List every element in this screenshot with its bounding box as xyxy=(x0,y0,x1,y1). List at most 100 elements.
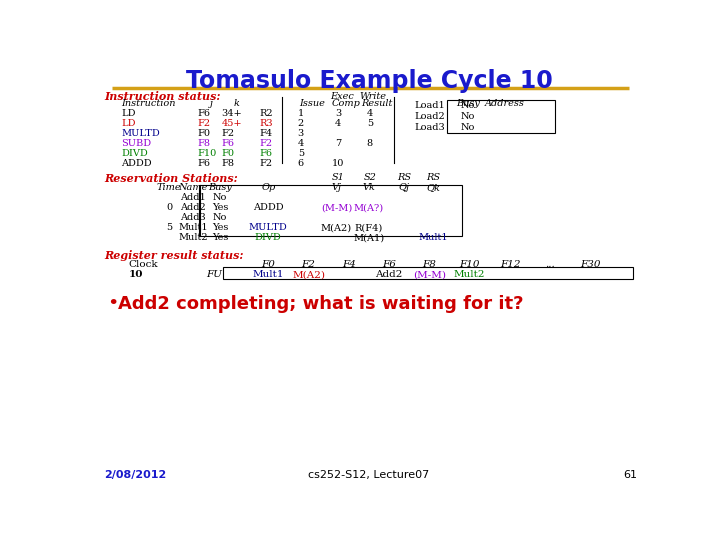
Text: MULTD: MULTD xyxy=(249,224,287,232)
Text: (M-M): (M-M) xyxy=(321,204,352,212)
Text: F2: F2 xyxy=(302,260,315,268)
Text: F8: F8 xyxy=(423,260,436,268)
Text: M(A?): M(A?) xyxy=(354,204,384,212)
Text: Mult1: Mult1 xyxy=(253,271,284,279)
Text: Time: Time xyxy=(157,183,181,192)
Text: 3: 3 xyxy=(335,109,341,118)
Text: RS: RS xyxy=(426,173,441,181)
Text: (M-M): (M-M) xyxy=(413,271,446,279)
Text: No: No xyxy=(213,193,228,202)
Text: 10: 10 xyxy=(332,159,344,168)
Text: 4: 4 xyxy=(366,109,373,118)
Text: Yes: Yes xyxy=(212,204,228,212)
Text: Mult1: Mult1 xyxy=(179,224,208,232)
Text: F6: F6 xyxy=(197,159,210,168)
Text: Load3: Load3 xyxy=(414,123,445,132)
Text: Instruction: Instruction xyxy=(121,99,176,109)
Text: R(F4): R(F4) xyxy=(355,224,383,232)
Text: ...: ... xyxy=(546,260,555,268)
Text: S2: S2 xyxy=(364,173,377,181)
Text: M(A2): M(A2) xyxy=(292,271,325,279)
Text: k: k xyxy=(233,99,239,109)
Text: 7: 7 xyxy=(335,139,341,148)
Text: SUBD: SUBD xyxy=(121,139,151,148)
Text: Op: Op xyxy=(261,183,275,192)
Text: Load1: Load1 xyxy=(414,101,445,110)
Text: Mult2: Mult2 xyxy=(454,271,485,279)
Text: Yes: Yes xyxy=(212,233,228,242)
Text: F12: F12 xyxy=(500,260,521,268)
Text: F4: F4 xyxy=(342,260,356,268)
Text: Add2 completing; what is waiting for it?: Add2 completing; what is waiting for it? xyxy=(118,295,523,313)
Text: DIVD: DIVD xyxy=(121,148,148,158)
Text: F2: F2 xyxy=(197,119,210,127)
Text: Register result status:: Register result status: xyxy=(104,249,243,261)
Text: Address: Address xyxy=(485,99,525,109)
Text: Busy: Busy xyxy=(456,99,480,109)
Text: F4: F4 xyxy=(259,129,272,138)
Text: •: • xyxy=(107,295,118,313)
Text: 8: 8 xyxy=(366,139,373,148)
Text: 5: 5 xyxy=(298,148,304,158)
Text: Reservation Stations:: Reservation Stations: xyxy=(104,173,238,184)
Text: F30: F30 xyxy=(580,260,601,268)
Text: 4: 4 xyxy=(335,119,341,127)
Text: R3: R3 xyxy=(259,119,273,127)
Text: LD: LD xyxy=(121,119,135,127)
Text: Exec: Exec xyxy=(330,92,354,101)
Text: Instruction status:: Instruction status: xyxy=(104,91,220,102)
Text: F2: F2 xyxy=(222,129,235,138)
Text: F2: F2 xyxy=(259,159,272,168)
Text: Add3: Add3 xyxy=(180,213,206,222)
Text: No: No xyxy=(213,213,228,222)
Text: cs252-S12, Lecture07: cs252-S12, Lecture07 xyxy=(308,470,430,480)
Text: No: No xyxy=(461,112,475,121)
Text: F0: F0 xyxy=(222,148,235,158)
Text: j: j xyxy=(210,99,213,109)
Text: M(A2): M(A2) xyxy=(321,224,352,232)
Text: F6: F6 xyxy=(222,139,235,148)
Text: Issue: Issue xyxy=(300,99,325,109)
Text: Tomasulo Example Cycle 10: Tomasulo Example Cycle 10 xyxy=(186,69,552,93)
Text: Vj: Vj xyxy=(331,183,341,192)
Text: Yes: Yes xyxy=(212,224,228,232)
Text: 0: 0 xyxy=(166,204,172,212)
Text: LD: LD xyxy=(121,109,135,118)
Text: Result: Result xyxy=(361,99,392,109)
Text: ADDD: ADDD xyxy=(121,159,152,168)
Text: 3: 3 xyxy=(297,129,304,138)
Text: 2: 2 xyxy=(297,119,304,127)
Text: F2: F2 xyxy=(259,139,272,148)
Text: F8: F8 xyxy=(222,159,235,168)
Text: F6: F6 xyxy=(259,148,272,158)
Text: Add2: Add2 xyxy=(375,271,402,279)
Text: 5: 5 xyxy=(166,224,172,232)
Text: 2/08/2012: 2/08/2012 xyxy=(104,470,166,480)
Text: Write: Write xyxy=(360,92,387,101)
Text: RS: RS xyxy=(397,173,411,181)
Text: 61: 61 xyxy=(623,470,637,480)
Text: MULTD: MULTD xyxy=(121,129,160,138)
Text: F6: F6 xyxy=(382,260,396,268)
Text: No: No xyxy=(461,101,475,110)
Text: Comp: Comp xyxy=(332,99,361,109)
Text: S1: S1 xyxy=(332,173,344,181)
Text: 1: 1 xyxy=(297,109,304,118)
Text: F8: F8 xyxy=(197,139,210,148)
Text: 45+: 45+ xyxy=(222,119,243,127)
Text: No: No xyxy=(461,123,475,132)
Text: Qj: Qj xyxy=(398,183,410,192)
Text: Mult1: Mult1 xyxy=(418,233,448,242)
Text: 5: 5 xyxy=(366,119,373,127)
Text: Add1: Add1 xyxy=(180,193,206,202)
Text: Name: Name xyxy=(179,183,208,192)
Text: Busy: Busy xyxy=(208,183,232,192)
Text: ADDD: ADDD xyxy=(253,204,284,212)
Text: F6: F6 xyxy=(197,109,210,118)
Text: R2: R2 xyxy=(259,109,273,118)
Text: M(A1): M(A1) xyxy=(354,233,384,242)
Text: F10: F10 xyxy=(459,260,480,268)
Text: F10: F10 xyxy=(197,148,216,158)
Text: Mult2: Mult2 xyxy=(179,233,208,242)
Text: 34+: 34+ xyxy=(222,109,243,118)
